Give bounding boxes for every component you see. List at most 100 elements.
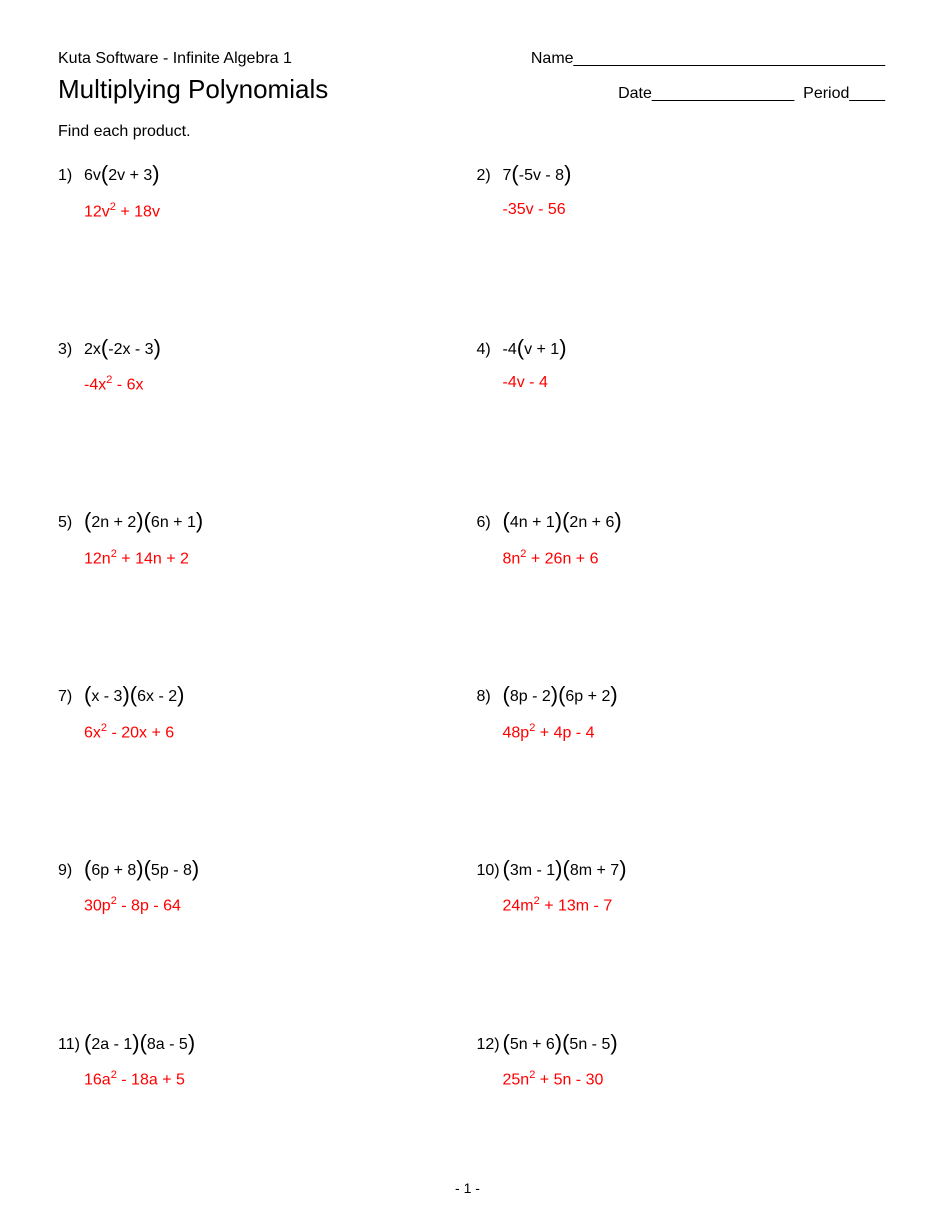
worksheet-title: Multiplying Polynomials bbox=[58, 74, 328, 105]
paren-open: ( bbox=[503, 1030, 510, 1055]
problem-line: 11)(2a - 1)(8a - 5) bbox=[58, 1028, 467, 1057]
paren-close: ) bbox=[564, 161, 571, 186]
problem-question: (6p + 8)(5p - 8) bbox=[84, 854, 199, 883]
paren-close: ) bbox=[196, 508, 203, 533]
paren-close: ) bbox=[192, 856, 199, 881]
problem-line: 7)(x - 3)(6x - 2) bbox=[58, 680, 467, 709]
problem-answer: -4v - 4 bbox=[503, 373, 886, 394]
paren-close: ) bbox=[559, 335, 566, 360]
paren-open: ( bbox=[563, 856, 570, 881]
problem-question: (5n + 6)(5n - 5) bbox=[503, 1028, 618, 1057]
problem-question: (3m - 1)(8m + 7) bbox=[503, 854, 627, 883]
exponent: 2 bbox=[111, 548, 117, 560]
paren-open: ( bbox=[101, 335, 108, 360]
problem-number: 11) bbox=[58, 1035, 84, 1056]
problem: 7)(x - 3)(6x - 2)6x2 - 20x + 6 bbox=[58, 680, 467, 744]
problem: 9)(6p + 8)(5p - 8)30p2 - 8p - 64 bbox=[58, 854, 467, 918]
paren-open: ( bbox=[84, 1030, 91, 1055]
period-field: Period____ bbox=[803, 85, 885, 102]
paren-close: ) bbox=[177, 682, 184, 707]
problem-answer: 25n2 + 5n - 30 bbox=[503, 1068, 886, 1091]
problem: 1)6v(2v + 3) 12v2 + 18v bbox=[58, 159, 467, 223]
problem-answer: -4x2 - 6x bbox=[84, 373, 467, 396]
exponent: 2 bbox=[111, 895, 117, 907]
problem-question: (8p - 2)(6p + 2) bbox=[503, 680, 618, 709]
problem-line: 1)6v(2v + 3) bbox=[58, 159, 467, 188]
problem-number: 10) bbox=[477, 861, 503, 882]
paren-close: ) bbox=[132, 1030, 139, 1055]
problem-number: 8) bbox=[477, 687, 503, 708]
problem-answer: 24m2 + 13m - 7 bbox=[503, 894, 886, 917]
problem-question: -4(v + 1) bbox=[503, 333, 567, 362]
problem-question: (x - 3)(6x - 2) bbox=[84, 680, 184, 709]
paren-open: ( bbox=[503, 856, 510, 881]
paren-close: ) bbox=[555, 1030, 562, 1055]
problem: 4)-4(v + 1) -4v - 4 bbox=[477, 333, 886, 397]
paren-close: ) bbox=[555, 508, 562, 533]
problem: 6)(4n + 1)(2n + 6)8n2 + 26n + 6 bbox=[477, 506, 886, 570]
problem-question: 7(-5v - 8) bbox=[503, 159, 572, 188]
problem-answer: 6x2 - 20x + 6 bbox=[84, 721, 467, 744]
problem-answer: 8n2 + 26n + 6 bbox=[503, 547, 886, 570]
exponent: 2 bbox=[111, 1069, 117, 1081]
header-row: Kuta Software - Infinite Algebra 1 Name_… bbox=[58, 50, 885, 68]
problem-line: 2)7(-5v - 8) bbox=[477, 159, 886, 188]
problem-number: 5) bbox=[58, 513, 84, 534]
paren-close: ) bbox=[136, 856, 143, 881]
problem: 11)(2a - 1)(8a - 5)16a2 - 18a + 5 bbox=[58, 1028, 467, 1092]
page-footer: - 1 - bbox=[0, 1180, 935, 1196]
problem: 8)(8p - 2)(6p + 2) 48p2 + 4p - 4 bbox=[477, 680, 886, 744]
problem-question: (2a - 1)(8a - 5) bbox=[84, 1028, 195, 1057]
problem-answer: 30p2 - 8p - 64 bbox=[84, 894, 467, 917]
instruction-text: Find each product. bbox=[58, 123, 885, 141]
problem-line: 12)(5n + 6)(5n - 5) bbox=[477, 1028, 886, 1057]
paren-close: ) bbox=[188, 1030, 195, 1055]
exponent: 2 bbox=[529, 1069, 535, 1081]
paren-open: ( bbox=[562, 508, 569, 533]
paren-open: ( bbox=[101, 161, 108, 186]
paren-open: ( bbox=[84, 856, 91, 881]
problem-question: 6v(2v + 3) bbox=[84, 159, 160, 188]
problem-number: 4) bbox=[477, 340, 503, 361]
problem-line: 3)2x(-2x - 3) bbox=[58, 333, 467, 362]
problem-answer: 16a2 - 18a + 5 bbox=[84, 1068, 467, 1091]
paren-open: ( bbox=[562, 1030, 569, 1055]
problem-line: 8)(8p - 2)(6p + 2) bbox=[477, 680, 886, 709]
paren-close: ) bbox=[136, 508, 143, 533]
exponent: 2 bbox=[101, 722, 107, 734]
exponent: 2 bbox=[106, 374, 112, 386]
paren-open: ( bbox=[511, 161, 518, 186]
problem-answer: 12n2 + 14n + 2 bbox=[84, 547, 467, 570]
problem-number: 2) bbox=[477, 166, 503, 187]
problem: 12)(5n + 6)(5n - 5) 25n2 + 5n - 30 bbox=[477, 1028, 886, 1092]
name-field: Name___________________________________ bbox=[531, 50, 885, 68]
paren-close: ) bbox=[619, 856, 626, 881]
exponent: 2 bbox=[520, 548, 526, 560]
software-title: Kuta Software - Infinite Algebra 1 bbox=[58, 50, 292, 68]
title-row: Multiplying Polynomials Date____________… bbox=[58, 74, 885, 105]
problem-number: 7) bbox=[58, 687, 84, 708]
worksheet-page: Kuta Software - Infinite Algebra 1 Name_… bbox=[0, 0, 935, 1091]
exponent: 2 bbox=[534, 895, 540, 907]
date-field: Date________________ bbox=[618, 85, 794, 102]
problem: 3)2x(-2x - 3) -4x2 - 6x bbox=[58, 333, 467, 397]
paren-close: ) bbox=[152, 161, 159, 186]
problem-number: 6) bbox=[477, 513, 503, 534]
problem-question: (2n + 2)(6n + 1) bbox=[84, 506, 203, 535]
problem: 10)(3m - 1)(8m + 7)24m2 + 13m - 7 bbox=[477, 854, 886, 918]
date-period: Date________________ Period____ bbox=[618, 85, 885, 103]
paren-close: ) bbox=[614, 508, 621, 533]
paren-open: ( bbox=[84, 508, 91, 533]
problem: 5)(2n + 2)(6n + 1)12n2 + 14n + 2 bbox=[58, 506, 467, 570]
problem-answer: -35v - 56 bbox=[503, 200, 886, 221]
problem-line: 5)(2n + 2)(6n + 1) bbox=[58, 506, 467, 535]
problem-number: 9) bbox=[58, 861, 84, 882]
problem-answer: 12v2 + 18v bbox=[84, 200, 467, 223]
paren-open: ( bbox=[503, 682, 510, 707]
problem-line: 6)(4n + 1)(2n + 6) bbox=[477, 506, 886, 535]
problem-line: 4)-4(v + 1) bbox=[477, 333, 886, 362]
paren-open: ( bbox=[84, 682, 91, 707]
problem-number: 1) bbox=[58, 166, 84, 187]
problem-number: 12) bbox=[477, 1035, 503, 1056]
problem-answer: 48p2 + 4p - 4 bbox=[503, 721, 886, 744]
